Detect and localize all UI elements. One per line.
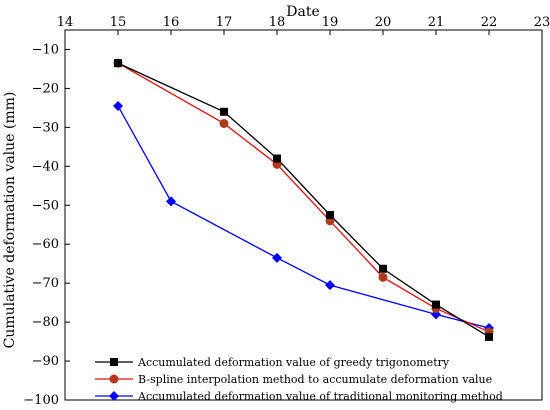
y-tick-label: −10 [32, 42, 59, 57]
y-tick-label: −80 [32, 315, 59, 330]
data-point-series-1 [273, 154, 281, 163]
y-axis-title: Cumulative deformation value (mm) [2, 92, 18, 349]
data-point-series-3 [325, 280, 335, 291]
x-tick-label: 19 [322, 15, 339, 30]
data-point-series-3 [272, 252, 282, 263]
x-tick-label: 21 [428, 15, 445, 30]
data-point-series-1 [485, 332, 493, 341]
data-point-series-2 [219, 118, 229, 128]
legend-label-2: B-spline interpolation method to accumul… [138, 373, 492, 386]
data-point-series-1 [114, 59, 122, 68]
legend: Accumulated deformation value of greedy … [95, 356, 503, 403]
data-point-series-1 [379, 264, 387, 273]
x-tick-label: 23 [534, 15, 550, 30]
x-axis-title: Date [286, 4, 319, 20]
legend-label-3: Accumulated deformation value of traditi… [137, 390, 503, 403]
series-line-3 [117, 105, 490, 329]
y-tick-label: −50 [32, 198, 59, 213]
x-tick-label: 15 [110, 15, 127, 30]
x-tick-label: 14 [57, 15, 74, 30]
legend-marker-1 [110, 358, 118, 366]
x-tick-label: 18 [269, 15, 286, 30]
data-point-series-2 [378, 272, 388, 282]
series-line-2 [117, 62, 490, 333]
x-tick-label: 22 [481, 15, 498, 30]
y-tick-label: −20 [32, 81, 59, 96]
legend-marker-3 [109, 391, 119, 401]
x-tick-label: 16 [163, 15, 180, 30]
y-tick-label: −100 [23, 393, 59, 408]
data-point-series-3 [113, 100, 123, 111]
y-tick-label: −90 [32, 354, 59, 369]
data-point-series-1 [326, 211, 334, 219]
data-point-series-1 [432, 300, 440, 309]
x-tick-label: 20 [375, 15, 392, 30]
plot-area: 14 15 16 17 18 19 20 21 22 23 −10 −20 −30 −40 −50 −60 −7… [23, 15, 550, 408]
y-tick-label: −30 [32, 120, 59, 135]
x-tick-label: 17 [216, 15, 233, 30]
legend-marker-2 [109, 374, 119, 384]
data-point-series-1 [220, 107, 228, 116]
legend-label-1: Accumulated deformation value of greedy … [137, 356, 450, 369]
y-tick-label: −60 [32, 237, 59, 252]
y-tick-label: −40 [32, 159, 59, 174]
y-tick-label: −70 [32, 276, 59, 291]
plot-frame [64, 29, 543, 401]
data-point-series-3 [166, 196, 176, 207]
